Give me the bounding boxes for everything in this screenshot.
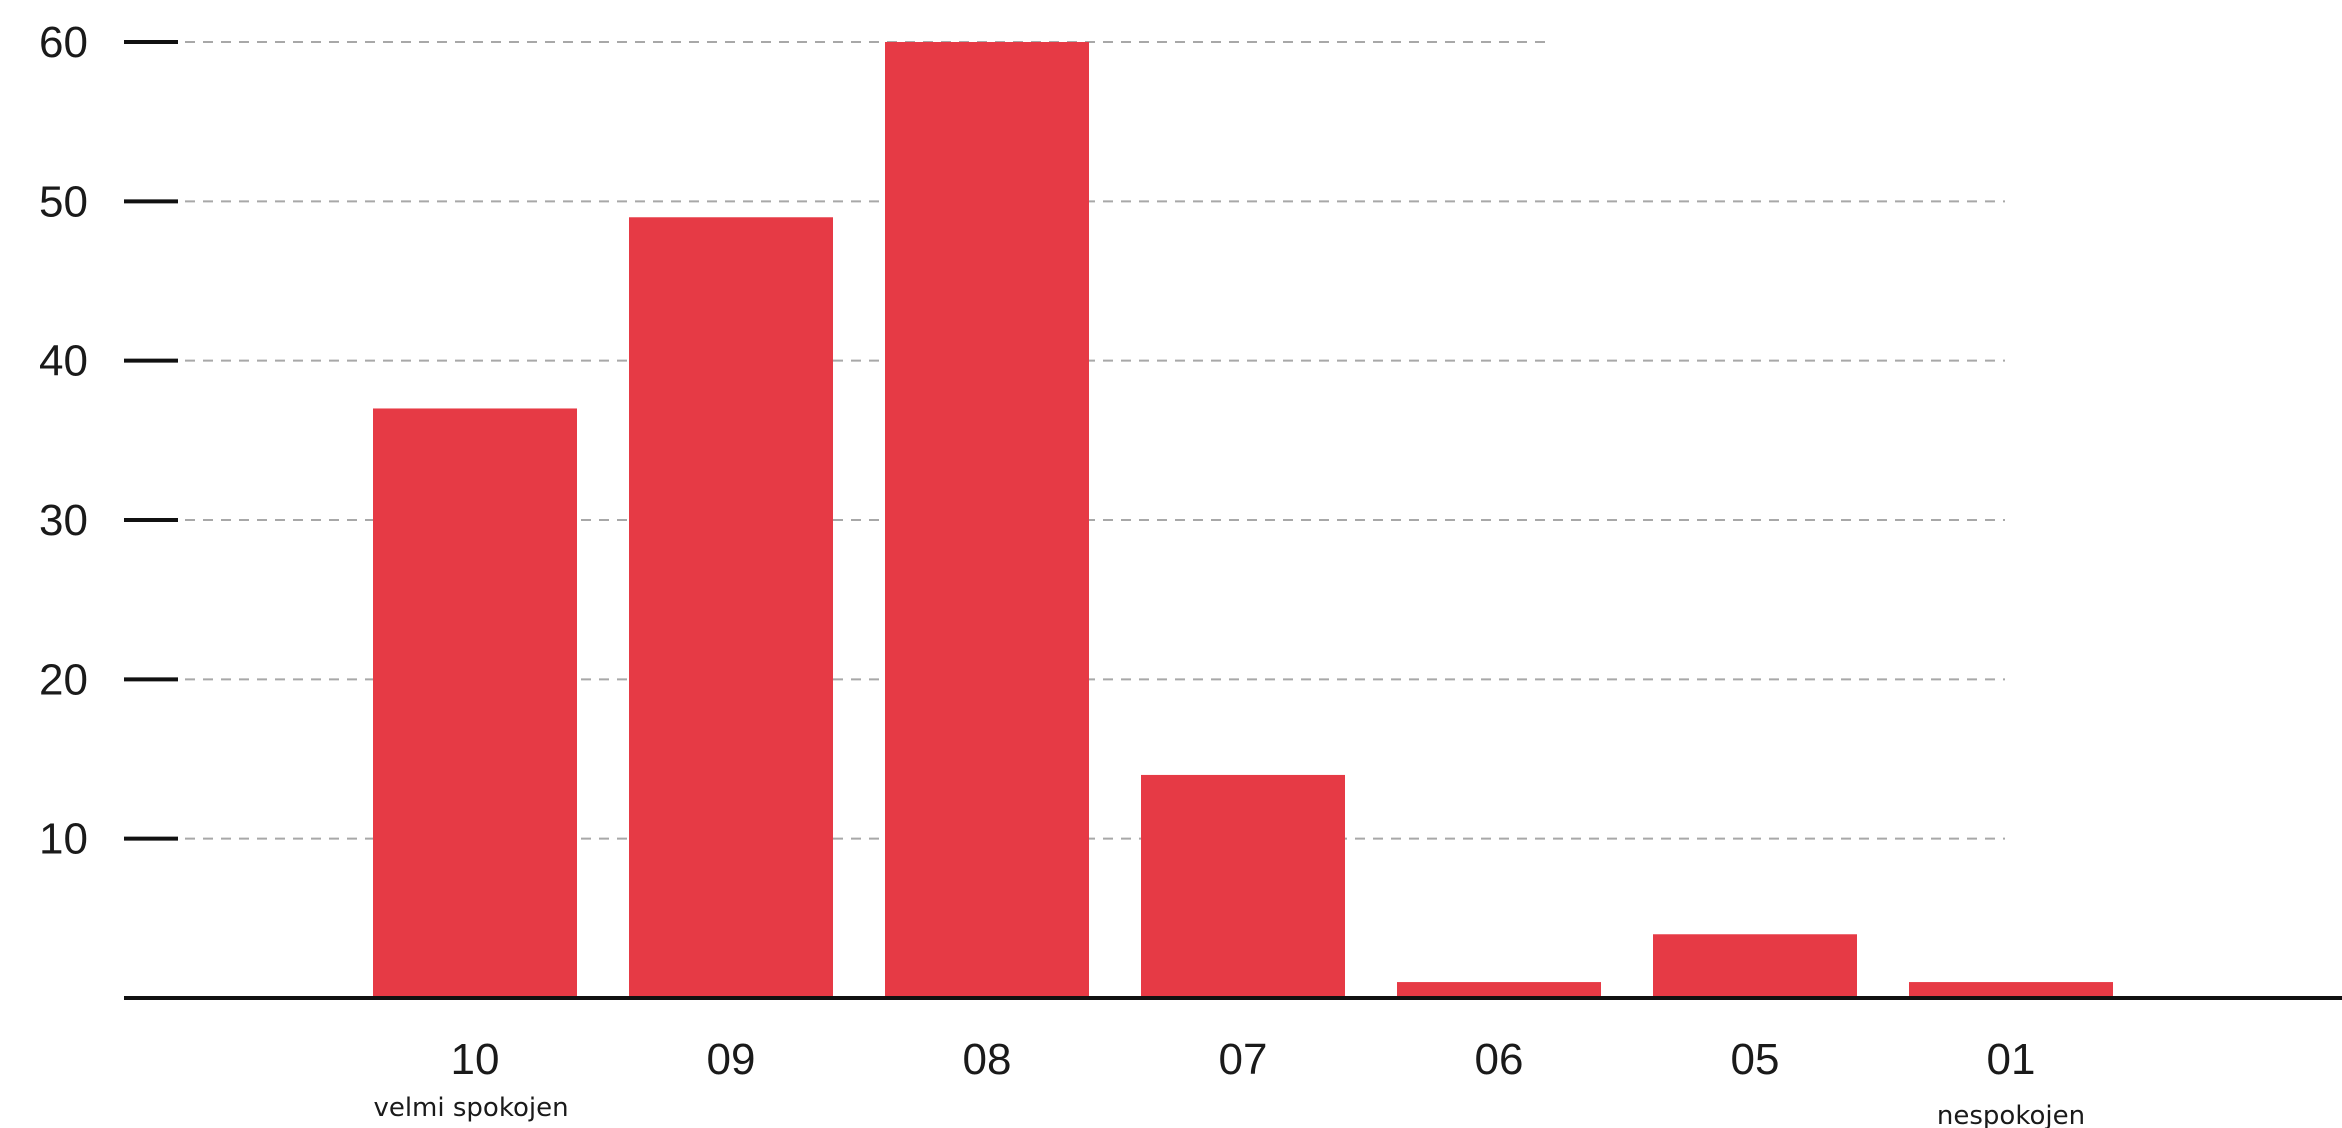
x-tick-label-05: 05 (1731, 1035, 1780, 1084)
bar-05 (1653, 934, 1857, 998)
bars-layer (373, 42, 2113, 998)
bar-09 (629, 217, 833, 998)
y-tick-label-40: 40 (39, 337, 88, 386)
x-tick-label-10: 10 (451, 1035, 500, 1084)
x-tick-label-09: 09 (707, 1035, 756, 1084)
x-tick-label-01: 01 (1987, 1035, 2036, 1084)
bar-07 (1141, 774, 1345, 998)
annotation-01: nespokojen (1937, 1101, 2085, 1128)
grid-layer (185, 41, 2005, 840)
x-tick-label-07: 07 (1219, 1035, 1268, 1084)
bar-06 (1397, 982, 1601, 998)
annotations: velmi spokojen nespokojen (373, 1093, 2085, 1128)
x-axis-labels: 10 09 08 07 06 05 01 (451, 1035, 2036, 1084)
x-tick-label-08: 08 (963, 1035, 1012, 1084)
bar-10 (373, 408, 577, 998)
bar-08 (885, 42, 1089, 998)
bar-01 (1909, 982, 2113, 998)
annotation-10: velmi spokojen (373, 1093, 568, 1123)
y-tick-label-30: 30 (39, 496, 88, 545)
y-tick-label-60: 60 (39, 18, 88, 67)
y-tick-label-50: 50 (39, 177, 88, 226)
x-tick-label-06: 06 (1475, 1035, 1524, 1084)
y-tick-label-20: 20 (39, 655, 88, 704)
y-axis: 10 20 30 40 50 60 (39, 18, 2342, 1000)
y-tick-label-10: 10 (39, 815, 88, 864)
